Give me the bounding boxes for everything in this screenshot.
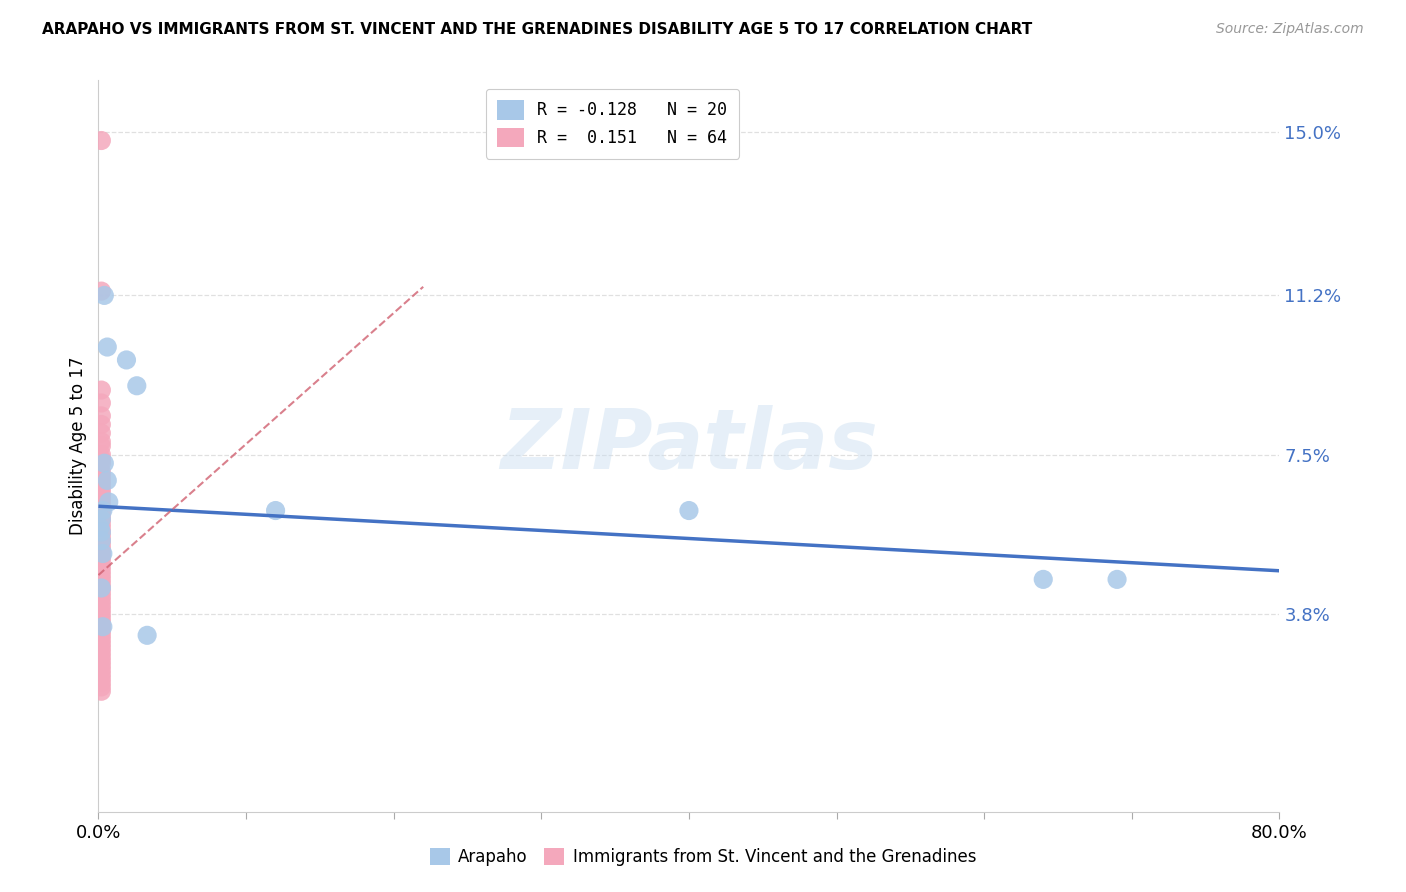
Point [90,646,112,660]
Point [90,521,112,535]
Point [90,503,112,517]
Point [90,448,112,462]
Point [90,615,112,630]
Point [90,585,112,599]
Point [93,288,115,302]
Point [90,628,112,642]
Point [90,486,112,500]
Point [1032,573,1054,587]
Point [90,500,112,514]
Text: ZIPatlas: ZIPatlas [501,406,877,486]
Point [90,663,112,677]
Point [90,474,112,488]
Point [90,383,112,397]
Point [90,590,112,604]
Point [90,649,112,664]
Text: ARAPAHO VS IMMIGRANTS FROM ST. VINCENT AND THE GRENADINES DISABILITY AGE 5 TO 17: ARAPAHO VS IMMIGRANTS FROM ST. VINCENT A… [42,22,1032,37]
Point [91,503,114,517]
Point [90,620,112,634]
Point [91,620,114,634]
Point [90,426,112,441]
Point [90,684,112,698]
Point [90,524,112,539]
Point [90,576,112,591]
Point [90,564,112,578]
Point [125,378,148,392]
Point [90,624,112,638]
Point [90,573,112,587]
Y-axis label: Disability Age 5 to 17: Disability Age 5 to 17 [69,357,87,535]
Point [90,469,112,483]
Point [90,439,112,453]
Point [90,581,112,595]
Point [90,529,112,543]
Point [90,547,112,561]
Point [678,503,700,517]
Legend: R = -0.128   N = 20, R =  0.151   N = 64: R = -0.128 N = 20, R = 0.151 N = 64 [485,88,738,159]
Point [90,680,112,694]
Point [90,594,112,608]
Point [90,512,112,526]
Point [90,598,112,612]
Point [90,491,112,505]
Point [1107,573,1129,587]
Point [90,555,112,569]
Point [90,533,112,548]
Point [90,611,112,625]
Point [96,474,118,488]
Point [90,417,112,432]
Point [115,353,138,368]
Point [264,503,287,517]
Point [90,409,112,423]
Point [89,521,111,535]
Point [90,495,112,509]
Point [136,628,159,642]
Point [90,602,112,616]
Point [90,508,112,522]
Point [91,547,114,561]
Point [90,550,112,565]
Point [90,637,112,651]
Point [90,482,112,496]
Legend: Arapaho, Immigrants from St. Vincent and the Grenadines: Arapaho, Immigrants from St. Vincent and… [422,840,984,875]
Point [93,456,115,470]
Point [90,675,112,690]
Point [90,559,112,574]
Point [90,581,112,595]
Point [90,477,112,491]
Point [90,667,112,681]
Point [90,512,112,526]
Point [90,641,112,656]
Point [90,284,112,298]
Point [90,134,112,148]
Point [90,632,112,647]
Point [90,456,112,470]
Point [90,516,112,531]
Text: Source: ZipAtlas.com: Source: ZipAtlas.com [1216,22,1364,37]
Point [90,396,112,410]
Point [96,340,118,354]
Point [90,533,112,548]
Point [90,568,112,582]
Point [90,465,112,479]
Point [90,671,112,685]
Point [90,542,112,557]
Point [90,538,112,552]
Point [97,495,120,509]
Point [90,654,112,668]
Point [90,451,112,466]
Point [90,658,112,673]
Point [90,524,112,539]
Point [90,607,112,621]
Point [90,434,112,449]
